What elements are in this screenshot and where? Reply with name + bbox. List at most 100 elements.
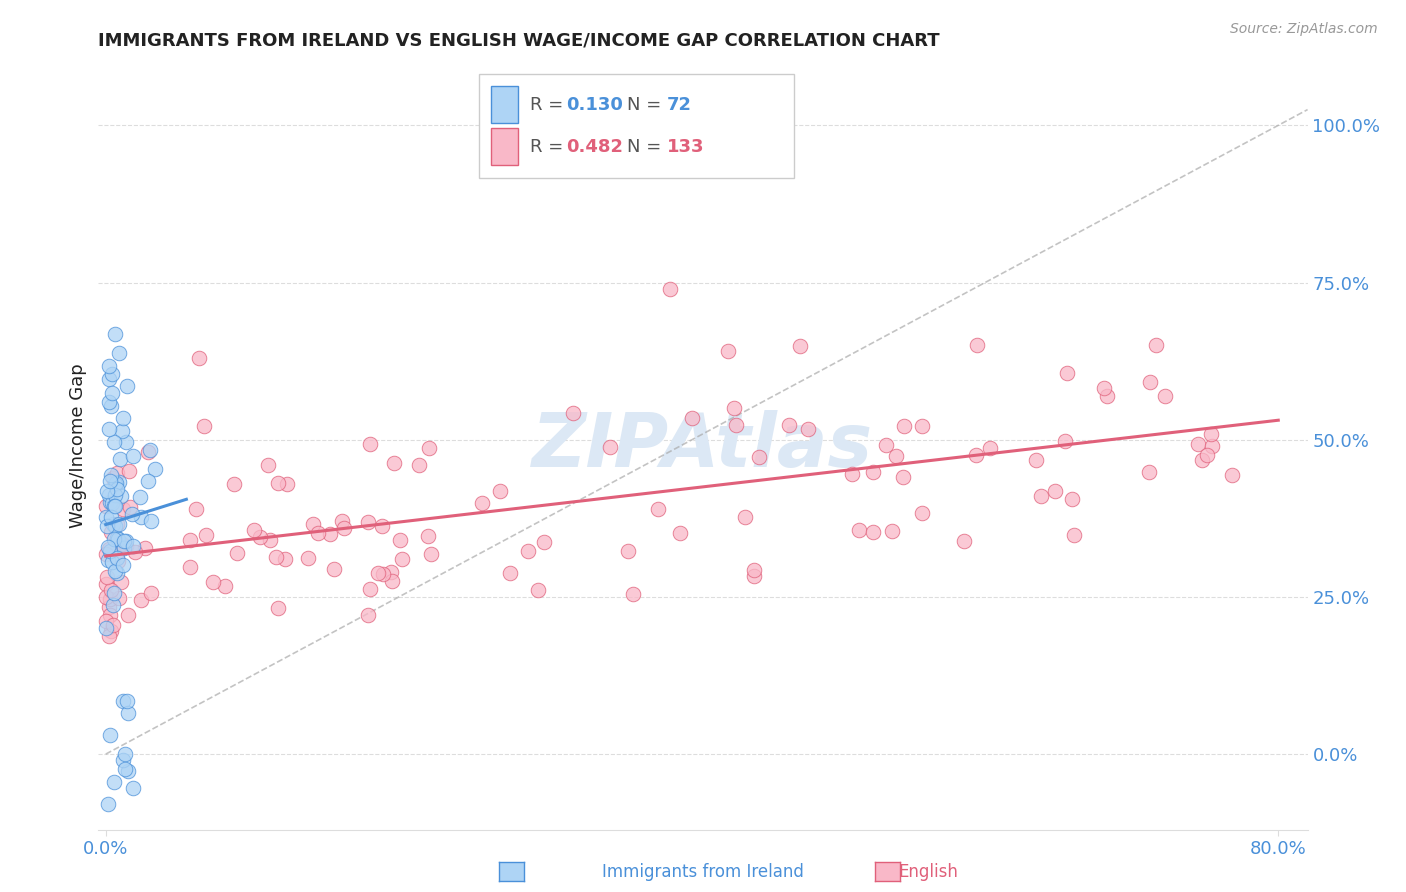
Point	[188, 351, 211, 365]
Point	[911, 419, 934, 434]
Point	[129, 509, 152, 524]
Point	[623, 587, 645, 601]
Point	[100, 524, 122, 539]
Point	[1092, 381, 1115, 395]
Text: Immigrants from Ireland: Immigrants from Ireland	[602, 863, 804, 881]
Point	[742, 569, 765, 583]
Point	[121, 508, 143, 522]
Point	[117, 607, 139, 622]
Point	[122, 780, 145, 795]
Point	[138, 442, 160, 457]
Point	[499, 566, 522, 581]
Text: 133: 133	[666, 138, 704, 156]
Point	[107, 346, 129, 360]
Point	[104, 326, 127, 341]
Point	[96, 797, 118, 811]
Point	[681, 410, 703, 425]
Point	[103, 775, 125, 789]
Point	[1095, 389, 1118, 403]
Point	[797, 422, 820, 436]
Point	[367, 566, 389, 581]
Point	[391, 551, 413, 566]
Point	[882, 524, 904, 538]
Point	[274, 552, 297, 566]
Point	[257, 458, 280, 473]
Point	[105, 531, 128, 545]
Point	[1043, 483, 1066, 498]
Point	[108, 591, 131, 606]
Point	[748, 450, 770, 464]
Point	[143, 462, 166, 476]
Point	[266, 600, 288, 615]
Point	[105, 482, 128, 496]
Point	[136, 474, 159, 488]
Point	[1201, 439, 1223, 453]
Point	[979, 441, 1001, 455]
Point	[112, 694, 135, 708]
Point	[115, 539, 138, 553]
Point	[1191, 453, 1213, 467]
Point	[301, 516, 323, 531]
Point	[1195, 448, 1218, 462]
Point	[371, 566, 394, 581]
Point	[416, 528, 439, 542]
Point	[179, 559, 201, 574]
Point	[382, 456, 405, 470]
Point	[94, 621, 117, 635]
Point	[111, 558, 134, 573]
Point	[103, 532, 125, 546]
Point	[105, 550, 128, 565]
Y-axis label: Wage/Income Gap: Wage/Income Gap	[69, 364, 87, 528]
Point	[1146, 338, 1168, 352]
Point	[112, 539, 135, 553]
Point	[98, 608, 121, 623]
Text: 0.482: 0.482	[567, 138, 623, 156]
Point	[100, 544, 122, 558]
Point	[742, 563, 765, 577]
Point	[96, 577, 118, 591]
Point	[105, 517, 128, 532]
Point	[104, 487, 127, 501]
Point	[107, 533, 129, 547]
Point	[121, 539, 143, 553]
Bar	[492, 87, 517, 123]
Point	[104, 499, 127, 513]
Point	[111, 424, 134, 438]
Point	[104, 476, 127, 491]
Point	[98, 495, 121, 509]
Point	[891, 470, 914, 484]
Point	[97, 553, 120, 567]
Point	[471, 496, 494, 510]
Point	[249, 530, 271, 544]
Point	[100, 468, 122, 483]
Text: ZIPAtlas: ZIPAtlas	[533, 409, 873, 483]
Point	[224, 477, 246, 491]
Point	[101, 495, 124, 509]
Point	[778, 418, 800, 433]
Point	[98, 542, 121, 557]
Point	[953, 533, 976, 548]
Point	[965, 448, 987, 462]
Point	[322, 562, 344, 576]
Point	[103, 435, 125, 450]
Text: 0.130: 0.130	[567, 95, 623, 113]
Point	[117, 706, 139, 720]
Point	[107, 554, 129, 568]
Point	[103, 564, 125, 578]
Point	[103, 585, 125, 599]
Point	[112, 541, 135, 556]
Point	[100, 582, 122, 597]
Point	[1137, 465, 1160, 479]
Point	[381, 574, 404, 588]
Point	[101, 386, 124, 401]
Point	[117, 764, 139, 778]
Point	[264, 549, 287, 564]
Point	[966, 338, 988, 352]
Point	[97, 540, 120, 554]
Point	[136, 444, 159, 458]
Text: English: English	[898, 863, 957, 881]
Point	[100, 510, 122, 524]
Point	[117, 464, 139, 478]
Point	[408, 458, 430, 472]
Point	[1199, 427, 1222, 442]
